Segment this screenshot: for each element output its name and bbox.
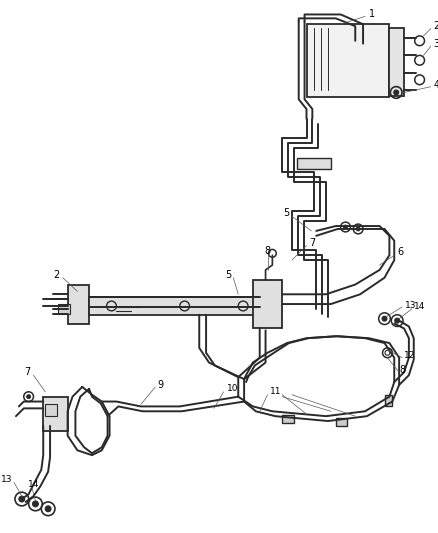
Text: 2: 2: [433, 21, 438, 31]
Text: 11: 11: [270, 387, 282, 397]
Circle shape: [394, 90, 399, 95]
Text: 8: 8: [399, 365, 405, 375]
Text: 4: 4: [433, 79, 438, 90]
Circle shape: [32, 501, 39, 507]
Bar: [89, 297, 260, 315]
Text: 7: 7: [25, 367, 31, 377]
Text: 7: 7: [309, 238, 316, 248]
Circle shape: [343, 225, 347, 229]
Text: 2: 2: [53, 270, 60, 280]
Bar: [385, 395, 392, 407]
Bar: [297, 158, 331, 169]
Text: 5: 5: [283, 208, 289, 219]
Bar: [45, 405, 57, 416]
Circle shape: [45, 506, 51, 512]
Text: 12: 12: [404, 351, 415, 360]
Text: 5: 5: [225, 270, 231, 280]
Bar: [253, 280, 282, 328]
Text: 14: 14: [414, 302, 425, 311]
Bar: [389, 28, 404, 96]
Text: 8: 8: [265, 246, 271, 256]
Text: 13: 13: [405, 301, 417, 310]
Text: 6: 6: [397, 247, 403, 257]
Text: 10: 10: [226, 384, 238, 393]
Bar: [307, 24, 389, 98]
Text: 14: 14: [28, 480, 39, 489]
Bar: [67, 285, 89, 324]
Circle shape: [27, 395, 31, 399]
Bar: [336, 418, 347, 426]
Bar: [43, 397, 67, 431]
Bar: [282, 415, 294, 423]
Text: 3: 3: [433, 39, 438, 49]
Text: 9: 9: [157, 380, 163, 390]
Text: 1: 1: [369, 10, 375, 20]
Text: 13: 13: [0, 475, 12, 484]
Circle shape: [19, 496, 25, 502]
Circle shape: [382, 316, 387, 321]
Circle shape: [356, 227, 360, 231]
Circle shape: [395, 318, 399, 323]
Bar: [58, 304, 70, 314]
